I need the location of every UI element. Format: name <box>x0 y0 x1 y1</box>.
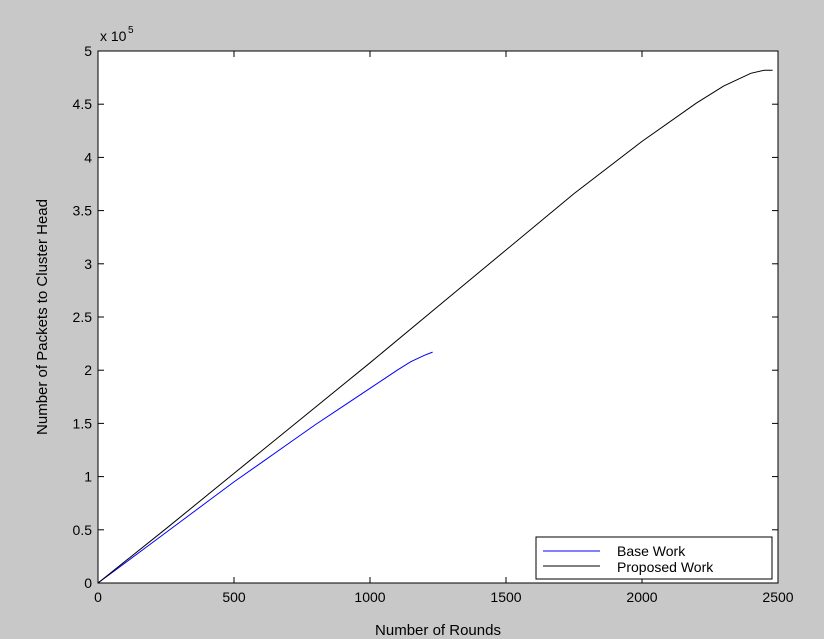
ticks-layer: 0 500 1000 1500 2000 2500 0 0.5 1 1.5 2 2.5 3 3.5 4 4.5… <box>73 43 794 605</box>
y-multiplier-exponent: 5 <box>128 25 134 36</box>
y-tick-label: 1.5 <box>73 415 93 431</box>
x-tick-label: 0 <box>94 589 102 605</box>
y-tick-label: 2 <box>84 362 92 378</box>
x-axis-label: Number of Rounds <box>375 622 501 639</box>
x-tick-label: 500 <box>222 589 246 605</box>
legend-label-base-work: Base Work <box>617 543 686 559</box>
y-multiplier-base: x 10 <box>100 28 127 44</box>
series-layer <box>97 69 773 584</box>
series-line-base-work <box>97 351 433 584</box>
y-tick-label: 4 <box>84 149 92 165</box>
x-tick-label: 1500 <box>490 589 521 605</box>
plot-area <box>98 51 778 583</box>
y-tick-label: 5 <box>84 43 92 59</box>
y-tick-label: 1 <box>84 469 92 485</box>
y-tick-label: 3 <box>84 256 92 272</box>
legend: Base Work Proposed Work <box>535 536 773 580</box>
y-tick-label: 4.5 <box>73 96 93 112</box>
legend-label-proposed-work: Proposed Work <box>617 559 714 575</box>
series-line-proposed-work <box>97 69 773 584</box>
x-tick-label: 1000 <box>354 589 385 605</box>
x-tick-label: 2500 <box>762 589 793 605</box>
y-tick-label: 2.5 <box>73 309 93 325</box>
legend-box <box>535 536 773 580</box>
y-tick-label: 0.5 <box>73 522 93 538</box>
y-tick-label: 3.5 <box>73 203 93 219</box>
y-tick-label: 0 <box>84 575 92 591</box>
y-axis-label: Number of Packets to Cluster Head <box>34 199 51 435</box>
x-tick-label: 2000 <box>626 589 657 605</box>
